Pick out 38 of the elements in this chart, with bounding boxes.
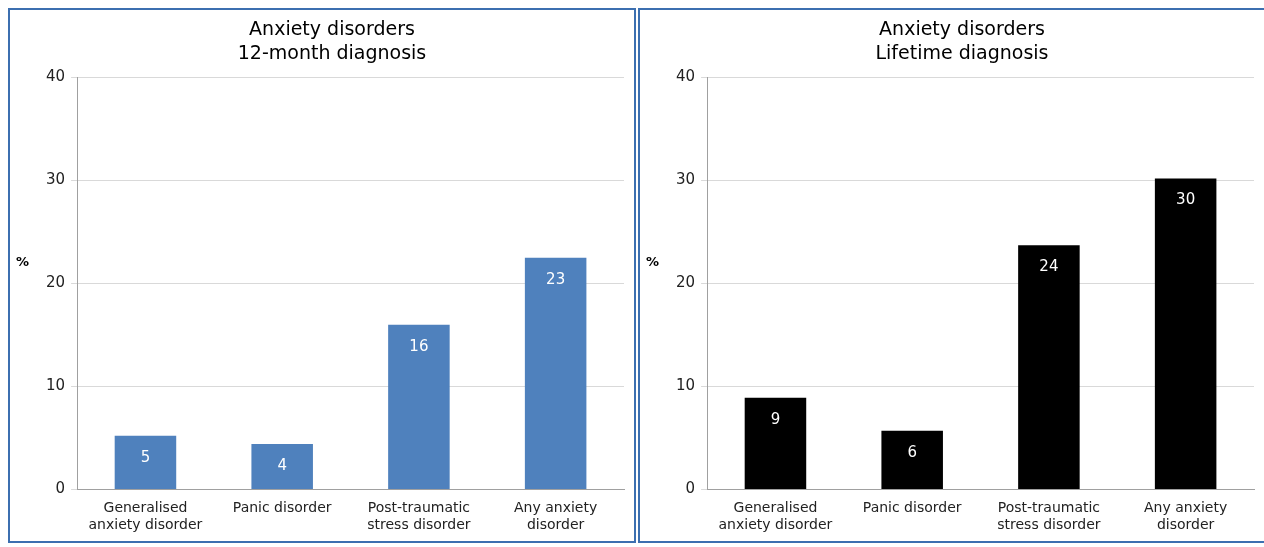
x-tick-label: Post-traumatic stress disorder bbox=[367, 499, 471, 533]
bar bbox=[1018, 245, 1080, 489]
y-tick-label: 40 bbox=[45, 67, 66, 86]
y-tick-label: 20 bbox=[45, 273, 66, 292]
bar bbox=[114, 435, 177, 489]
y-axis-title: % bbox=[646, 254, 660, 270]
x-tick-label: Any anxiety disorder bbox=[1144, 499, 1228, 533]
x-tick-label: Panic disorder bbox=[862, 499, 962, 516]
y-tick-label: 10 bbox=[675, 376, 696, 395]
y-tick-label: 30 bbox=[45, 170, 66, 189]
bar bbox=[251, 444, 313, 489]
y-tick-label: 30 bbox=[675, 170, 696, 189]
y-tick-label: 10 bbox=[45, 376, 66, 395]
bar bbox=[388, 324, 450, 489]
chart-title: Anxiety disorders 12-month diagnosis bbox=[237, 16, 427, 63]
bar bbox=[1154, 178, 1217, 489]
data-label: 9 bbox=[770, 409, 781, 428]
y-tick-label: 0 bbox=[685, 479, 696, 498]
data-label: 16 bbox=[409, 336, 429, 355]
data-label: 23 bbox=[546, 269, 566, 288]
data-label: 6 bbox=[907, 442, 917, 461]
data-label: 5 bbox=[140, 447, 151, 466]
data-label: 24 bbox=[1039, 257, 1059, 276]
x-tick-label: Any anxiety disorder bbox=[514, 499, 598, 533]
x-tick-label: Post-traumatic stress disorder bbox=[997, 499, 1101, 533]
x-tick-label: Generalised anxiety disorder bbox=[718, 499, 833, 533]
data-label: 4 bbox=[277, 455, 287, 474]
bar bbox=[881, 430, 943, 489]
bar bbox=[744, 397, 807, 489]
y-tick-label: 0 bbox=[55, 479, 66, 498]
y-tick-label: 40 bbox=[675, 67, 696, 86]
y-axis-title: % bbox=[16, 254, 30, 270]
x-tick-label: Panic disorder bbox=[232, 499, 332, 516]
data-label: 30 bbox=[1176, 190, 1196, 209]
chart-title: Anxiety disorders Lifetime diagnosis bbox=[875, 16, 1049, 63]
y-tick-label: 20 bbox=[675, 273, 696, 292]
bar bbox=[524, 257, 587, 489]
x-tick-label: Generalised anxiety disorder bbox=[88, 499, 203, 533]
